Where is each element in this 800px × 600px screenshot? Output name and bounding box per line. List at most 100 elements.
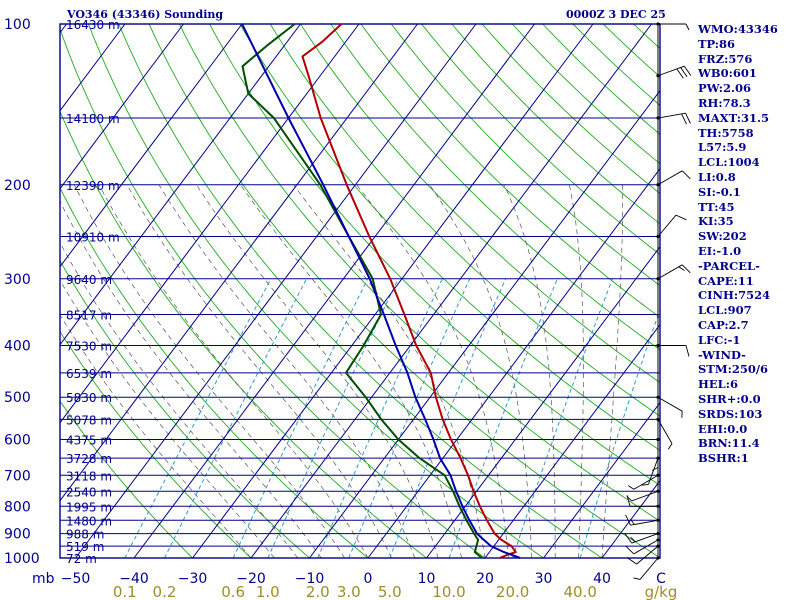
index-row: EI:-1.0 [698, 243, 742, 258]
mixing-ratio-tick-label: 1.0 [256, 583, 280, 600]
temperature-tick-label: 0 [364, 571, 373, 587]
index-row: SI:-0.1 [698, 184, 741, 199]
mixing-ratio-line [232, 278, 369, 559]
wind-barb-flag [625, 514, 631, 526]
chart-title: VO346 (43346) Sounding [67, 8, 224, 21]
dry-adiabat-line [390, 23, 661, 287]
index-row: -PARCEL- [698, 258, 760, 273]
wind-level-dot [656, 556, 660, 560]
wind-level-dot [656, 504, 660, 508]
temperature-tick-label: −50 [61, 571, 91, 587]
index-row: MAXT:31.5 [698, 110, 769, 125]
height-label: 988 m [66, 528, 104, 542]
dry-adiabat-line [118, 23, 603, 559]
temperature-tick-label: 40 [593, 571, 611, 587]
height-label: 9640 m [66, 273, 112, 287]
pressure-tick-label: 1000 [4, 551, 40, 567]
wind-barb-flag [681, 113, 687, 125]
index-row: RH:78.3 [698, 95, 751, 110]
isotherm-line [59, 23, 184, 189]
index-row: LFC:-1 [698, 332, 741, 347]
index-row: HEL:6 [698, 377, 738, 392]
wind-barb-flag [626, 557, 637, 565]
chart-date: 0000Z 3 DEC 25 [566, 8, 666, 21]
mixing-ratio-line [267, 278, 399, 559]
wind-level-dot [656, 116, 660, 120]
wind-barb [633, 539, 659, 555]
mixing-ratio-line [124, 278, 272, 559]
dry-adiabat-line [633, 23, 661, 49]
mixing-ratio-line [348, 278, 471, 559]
chart-grid [59, 23, 661, 559]
wind-barb-flag [624, 533, 633, 544]
height-label: 1480 m [66, 514, 112, 528]
moist-adiabat-line [601, 184, 623, 559]
height-label: 16430 m [66, 18, 120, 32]
height-label: 72 m [66, 552, 97, 566]
wind-level-dot [656, 489, 660, 493]
wind-level-dot [656, 473, 660, 477]
height-label: 519 m [66, 540, 104, 554]
height-label: 4375 m [66, 434, 112, 448]
height-label: 2540 m [66, 485, 112, 499]
moist-adiabat-line [73, 184, 345, 559]
pressure-tick-label: 100 [4, 17, 31, 33]
temperature-line [301, 23, 517, 559]
index-row: TP:86 [698, 36, 736, 51]
height-label: 6539 m [66, 367, 112, 381]
dry-adiabat-line [59, 260, 310, 559]
isotherm-line [192, 23, 594, 559]
isotherm-line [309, 90, 661, 559]
mixing-ratio-tick-label: 0.1 [113, 583, 137, 600]
wind-barb-flag [627, 485, 635, 490]
wind-barb-flag [685, 23, 690, 31]
height-label: 8517 m [66, 309, 112, 323]
axis-unit-mb: mb [32, 571, 55, 587]
dry-adiabat-line [542, 23, 661, 135]
height-label: 12390 m [66, 179, 120, 193]
wind-level-dot [656, 22, 660, 26]
isotherm-line [543, 402, 661, 559]
pressure-tick-label: 700 [4, 468, 31, 484]
index-row: KI:35 [698, 214, 734, 229]
dry-adiabat-line [59, 331, 252, 559]
index-row: SRDS:103 [698, 406, 763, 421]
temperature-tick-label: −30 [178, 571, 208, 587]
moist-adiabat-line [240, 184, 462, 559]
wind-level-dot [656, 183, 660, 187]
pressure-tick-label: 500 [4, 390, 31, 406]
dry-adiabat-line [421, 23, 661, 255]
chart-series [241, 23, 521, 559]
wind-barb [657, 396, 683, 412]
wind-barb-flag [667, 443, 673, 450]
height-label: 5078 m [66, 413, 112, 427]
wind-barb-flag [683, 65, 692, 76]
index-row: -WIND- [698, 347, 746, 362]
wind-barb [639, 557, 659, 580]
pressure-tick-label: 800 [4, 499, 31, 515]
height-label: 5830 m [66, 391, 112, 405]
wind-barb-flag [685, 345, 690, 357]
mixing-ratio-line [164, 278, 307, 559]
wind-barb-flag [675, 214, 687, 221]
mixing-ratio-line [512, 278, 613, 559]
temperature-tick-label: 10 [418, 571, 436, 587]
dry-adiabat-line [59, 400, 193, 559]
index-row: BSHR:1 [698, 451, 749, 466]
isotherm-line [59, 23, 243, 267]
pressure-tick-label: 600 [4, 433, 31, 449]
mixing-ratio-tick-label: 0.6 [221, 583, 245, 600]
temperature-tick-label: −10 [295, 571, 325, 587]
isotherm-line [250, 23, 652, 559]
dry-adiabat-line [330, 23, 661, 351]
wind-barb [657, 65, 685, 77]
index-row: CAPE:11 [698, 273, 754, 288]
moist-adiabat-line [59, 242, 299, 559]
parcel-line [241, 23, 521, 559]
index-row: SW:202 [698, 229, 747, 244]
pressure-tick-label: 300 [4, 272, 31, 288]
wind-barb [657, 214, 677, 237]
wind-barb [631, 533, 659, 544]
wind-level-dot [656, 518, 660, 522]
